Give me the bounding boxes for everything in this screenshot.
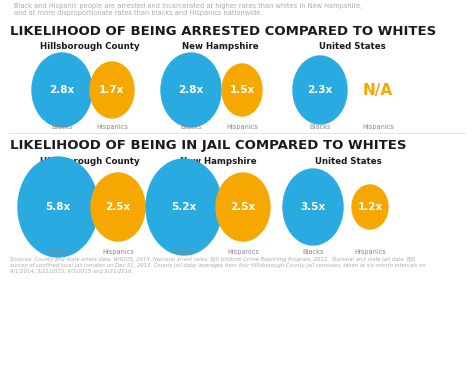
- Text: 2.3x: 2.3x: [307, 85, 333, 95]
- Ellipse shape: [352, 185, 388, 229]
- Ellipse shape: [146, 159, 222, 255]
- Text: New Hampshire: New Hampshire: [180, 157, 256, 166]
- Ellipse shape: [222, 64, 262, 116]
- Text: 5.2x: 5.2x: [172, 202, 197, 212]
- Text: Blacks: Blacks: [173, 249, 195, 255]
- Ellipse shape: [283, 169, 343, 245]
- Ellipse shape: [18, 157, 98, 257]
- Text: 1.2x: 1.2x: [357, 202, 383, 212]
- Text: 2.5x: 2.5x: [105, 202, 131, 212]
- Text: Black and Hispanic people are arrested and incarcerated at higher rates than whi: Black and Hispanic people are arrested a…: [14, 3, 362, 16]
- Ellipse shape: [32, 53, 92, 127]
- Text: 1.5x: 1.5x: [229, 85, 255, 95]
- Text: Hispanics: Hispanics: [226, 124, 258, 130]
- Ellipse shape: [90, 62, 134, 118]
- Text: Hispanics: Hispanics: [96, 124, 128, 130]
- Ellipse shape: [91, 173, 145, 241]
- Text: 2.5x: 2.5x: [230, 202, 255, 212]
- Text: LIKELIHOOD OF BEING IN JAIL COMPARED TO WHITES: LIKELIHOOD OF BEING IN JAIL COMPARED TO …: [10, 139, 407, 152]
- Text: Blacks: Blacks: [309, 124, 331, 130]
- Text: LIKELIHOOD OF BEING ARRESTED COMPARED TO WHITES: LIKELIHOOD OF BEING ARRESTED COMPARED TO…: [10, 25, 436, 38]
- Text: 2.8x: 2.8x: [49, 85, 74, 95]
- Text: Hillsborough County: Hillsborough County: [40, 157, 140, 166]
- Text: Hillsborough County: Hillsborough County: [40, 42, 140, 51]
- Text: New Hampshire: New Hampshire: [182, 42, 258, 51]
- Text: N/A: N/A: [363, 82, 393, 97]
- Text: United States: United States: [319, 42, 385, 51]
- Text: Hispanics: Hispanics: [362, 124, 394, 130]
- Text: 3.5x: 3.5x: [301, 202, 326, 212]
- Text: United States: United States: [315, 157, 382, 166]
- Text: Hispanics: Hispanics: [354, 249, 386, 255]
- Text: 5.8x: 5.8x: [46, 202, 71, 212]
- Text: Hispanics: Hispanics: [227, 249, 259, 255]
- Text: Blacks: Blacks: [51, 124, 73, 130]
- Text: Blacks: Blacks: [180, 124, 202, 130]
- Ellipse shape: [293, 56, 347, 124]
- Text: Blacks: Blacks: [302, 249, 324, 255]
- Text: Blacks: Blacks: [47, 249, 69, 255]
- Text: 1.7x: 1.7x: [100, 85, 125, 95]
- Text: Hispanics: Hispanics: [102, 249, 134, 255]
- Ellipse shape: [216, 173, 270, 241]
- Text: 2.8x: 2.8x: [178, 85, 204, 95]
- Ellipse shape: [161, 53, 221, 127]
- Text: Sources: County and state arrest data: NHDOS, 2014. National arrest rates: BJS U: Sources: County and state arrest data: N…: [10, 257, 426, 274]
